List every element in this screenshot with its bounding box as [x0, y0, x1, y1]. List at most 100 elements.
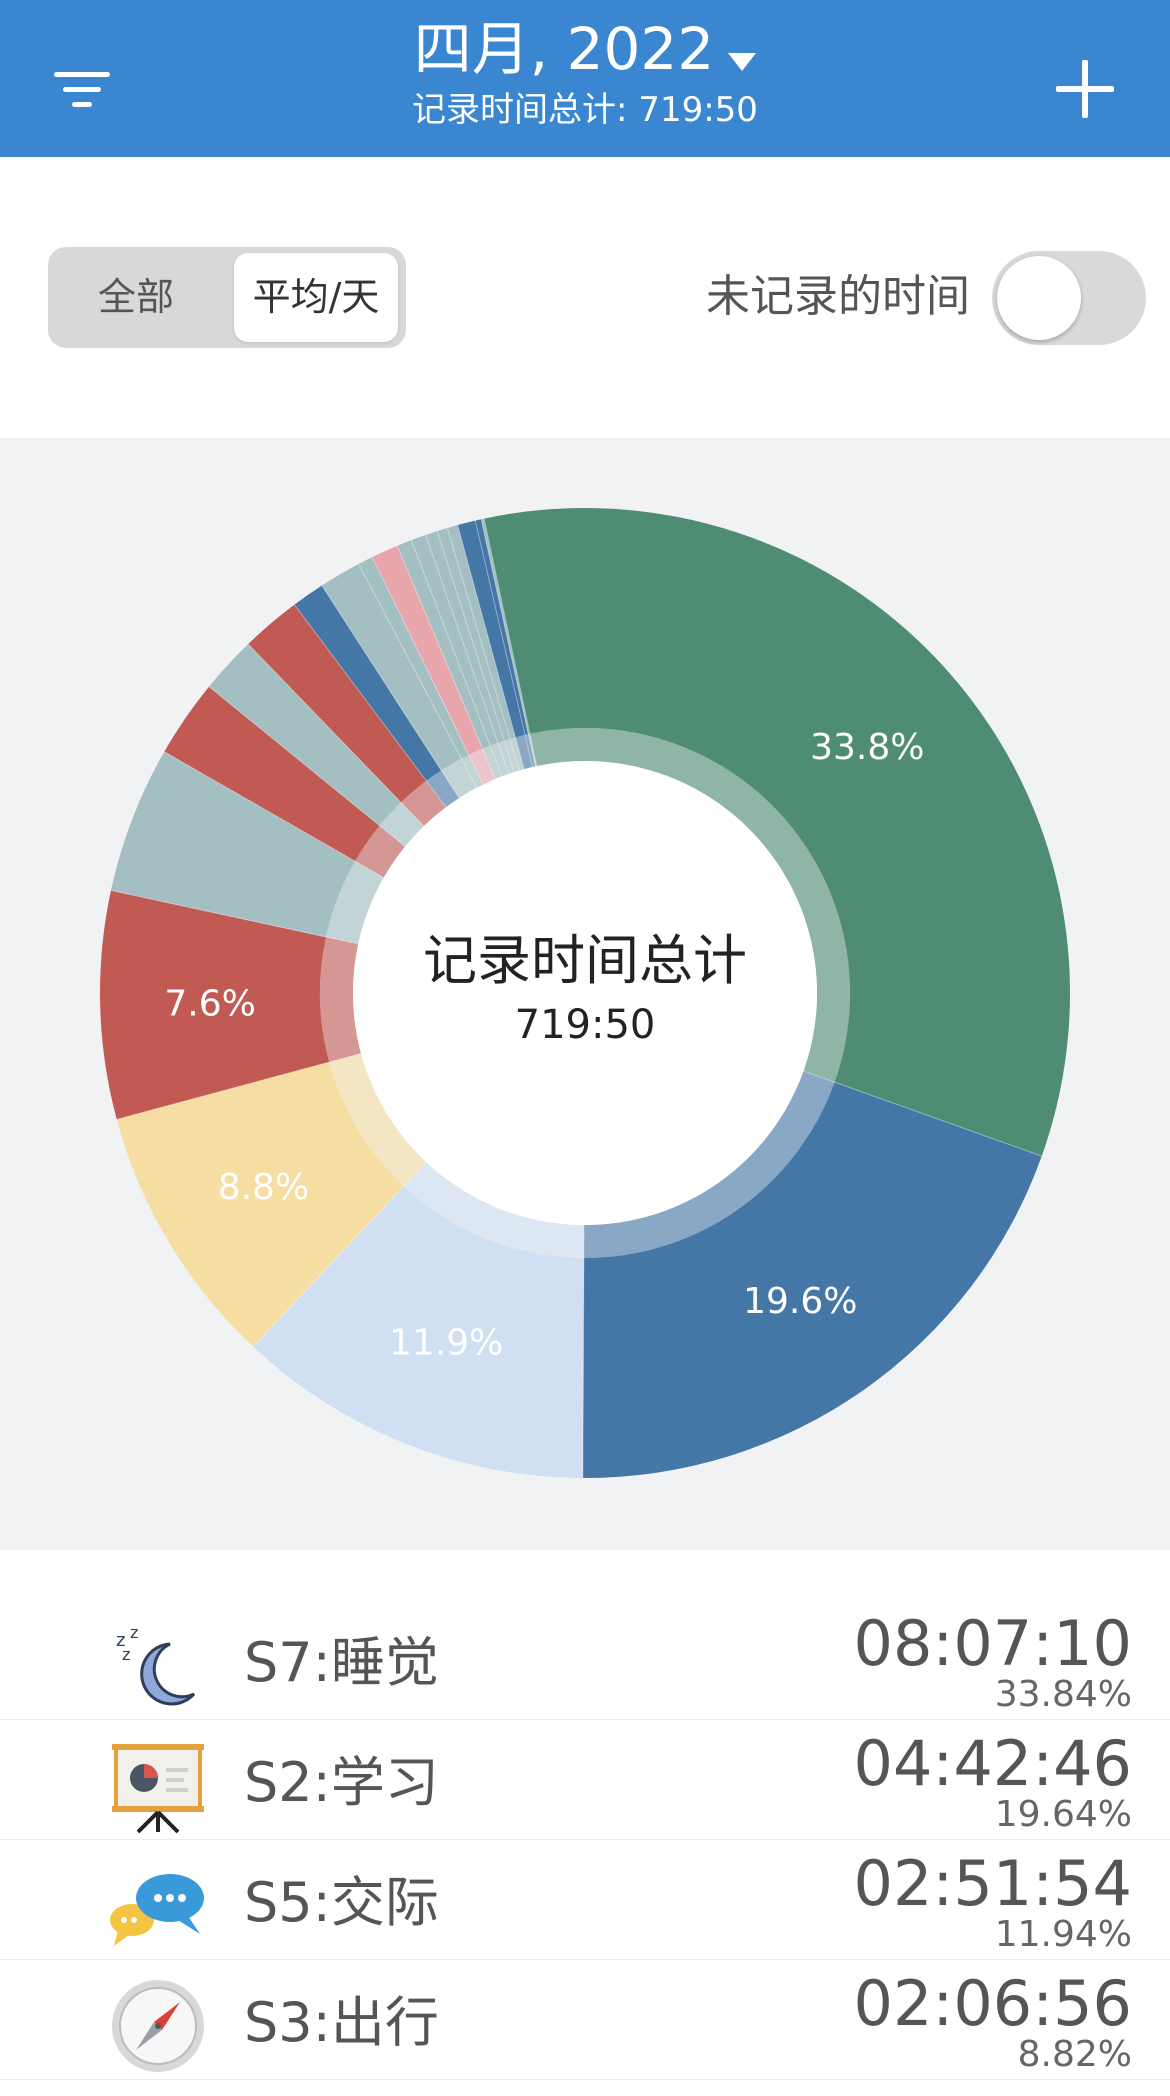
chart-slice-inner-9 — [426, 770, 460, 808]
chart-slice-inner-4 — [319, 936, 362, 1063]
toggle-knob — [997, 256, 1081, 340]
list-item[interactable]: S2:学习 04:42:46 19.64% — [0, 1720, 1170, 1840]
chart-slice-separator — [446, 527, 520, 771]
category-list: z z z S7:睡觉 08:07:10 33.84% — [0, 1600, 1170, 2080]
chart-slice-inner-15 — [497, 740, 515, 774]
chart-slice-separator — [321, 585, 460, 799]
chart-slice-inner-2 — [403, 1162, 584, 1258]
list-item-percent: 8.82% — [1017, 2034, 1132, 2075]
chart-slice-label: 7.6% — [164, 983, 255, 1024]
chart-slice-inner-12 — [468, 748, 496, 785]
list-item-time: 02:51:54 — [853, 1847, 1132, 1920]
chat-bubbles-icon — [108, 1856, 208, 1956]
chart-slice-inner-11 — [461, 754, 484, 788]
chart-slice-18[interactable] — [457, 520, 526, 738]
chart-slice-inner-14 — [490, 742, 509, 777]
chart-slice-inner-13 — [482, 745, 502, 780]
chart-slice-9[interactable] — [294, 585, 442, 781]
chart-slice-separator — [425, 534, 510, 775]
chart-slice-inner-6 — [355, 825, 406, 878]
chart-slice-separator — [116, 1052, 362, 1120]
chart-slice-inner-1 — [583, 1071, 835, 1258]
chart-slice-15[interactable] — [425, 531, 505, 743]
chart-slice-inner-20 — [528, 733, 537, 767]
chart-slice-inner-10 — [441, 758, 477, 799]
list-item[interactable]: S3:出行 02:06:56 8.82% — [0, 1960, 1170, 2080]
list-item-name: S2:学习 — [244, 1751, 439, 1814]
chart-slice-label: 33.8% — [810, 727, 924, 768]
chart-slice-inner-19 — [525, 734, 536, 768]
chart-slice-inner-17 — [509, 737, 525, 771]
chart-slice-separator — [480, 519, 536, 767]
chart-slice-7[interactable] — [209, 644, 401, 826]
view-mode-segmented-control: 全部 平均/天 — [48, 247, 406, 348]
chart-slice-inner-0 — [529, 728, 851, 1083]
chart-slice-separator — [436, 530, 515, 773]
chart-slice-5[interactable] — [110, 751, 356, 937]
add-button[interactable] — [1052, 56, 1118, 122]
list-item-name: S3:出行 — [244, 1991, 439, 2054]
donut-chart: 33.8% 19.6% 11.9% 8.8% 7.6% — [99, 507, 1070, 1478]
chart-slice-inner-3 — [329, 1053, 427, 1187]
chart-slice-separator — [396, 545, 496, 780]
unrecorded-time-toggle[interactable] — [992, 251, 1146, 345]
chart-slice-separator — [582, 1224, 585, 1478]
chart-slice-inner-16 — [504, 738, 520, 773]
chart-slice-17[interactable] — [447, 525, 516, 739]
list-item[interactable]: z z z S7:睡觉 08:07:10 33.84% — [0, 1600, 1170, 1720]
donut-chart-panel: 33.8% 19.6% 11.9% 8.8% 7.6% 记录时间总计 719:50 — [0, 438, 1170, 1550]
total-recorded-subtitle: 记录时间总计: 719:50 — [412, 90, 758, 130]
chart-slice-separator — [252, 1161, 427, 1347]
top-bar: 四月, 2022 记录时间总计: 719:50 — [0, 0, 1170, 157]
chart-slice-inner-18 — [515, 734, 533, 770]
chart-slice-separator — [410, 539, 503, 777]
list-item-name: S7:睡觉 — [244, 1631, 439, 1694]
chart-slice-separator — [803, 1070, 1042, 1157]
chart-slice-6[interactable] — [164, 686, 380, 862]
chart-slice-13[interactable] — [397, 540, 491, 749]
list-item[interactable]: S5:交际 02:51:54 11.94% — [0, 1840, 1170, 1960]
chart-slice-11[interactable] — [358, 557, 469, 759]
chart-slice-label: 19.6% — [743, 1281, 857, 1322]
chart-slice-separator — [247, 643, 425, 827]
chart-center-value: 719:50 — [514, 1002, 656, 1048]
list-item-percent: 33.84% — [994, 1674, 1132, 1715]
chart-slice-2[interactable] — [253, 1186, 584, 1478]
caret-down-icon — [728, 18, 757, 88]
list-item-percent: 19.64% — [994, 1794, 1132, 1835]
chart-slice-12[interactable] — [372, 545, 483, 755]
chart-slice-20[interactable] — [481, 518, 530, 735]
filter-icon — [54, 72, 110, 107]
unrecorded-time-label: 未记录的时间 — [706, 271, 970, 322]
chart-slice-1[interactable] — [582, 1082, 1042, 1478]
chart-slice-label: 11.9% — [389, 1322, 503, 1363]
svg-text:z: z — [122, 1645, 130, 1664]
chart-slice-8[interactable] — [248, 604, 427, 803]
chart-slice-3[interactable] — [116, 1062, 404, 1347]
segment-all[interactable]: 全部 — [97, 275, 174, 319]
chart-center-label: 记录时间总计 — [423, 929, 747, 992]
chart-slice-0[interactable] — [484, 507, 1070, 1157]
chart-slice-separator — [110, 889, 359, 945]
sleep-moon-icon: z z z — [108, 1616, 208, 1716]
presentation-board-icon — [108, 1736, 208, 1836]
chart-slice-inner-5 — [325, 861, 384, 944]
month-selector[interactable]: 四月, 2022 — [0, 14, 1170, 88]
compass-icon — [108, 1976, 208, 2076]
segment-average-per-day[interactable]: 平均/天 — [234, 253, 398, 342]
plus-icon — [1056, 60, 1114, 118]
filter-button[interactable] — [50, 66, 114, 114]
list-item-percent: 11.94% — [994, 1914, 1132, 1955]
chart-slice-19[interactable] — [475, 519, 529, 735]
svg-text:z: z — [130, 1623, 138, 1642]
chart-slice-inner-8 — [400, 780, 447, 827]
chart-slice-4[interactable] — [99, 890, 330, 1120]
chart-slice-separator — [457, 524, 525, 770]
chart-slice-separator — [358, 563, 478, 789]
chart-slice-14[interactable] — [411, 534, 498, 746]
chart-slice-10[interactable] — [321, 564, 462, 771]
list-item-time: 04:42:46 — [853, 1727, 1132, 1800]
chart-slice-inner-7 — [379, 802, 424, 847]
chart-slice-16[interactable] — [437, 527, 510, 741]
chart-slice-label: 8.8% — [218, 1167, 309, 1208]
